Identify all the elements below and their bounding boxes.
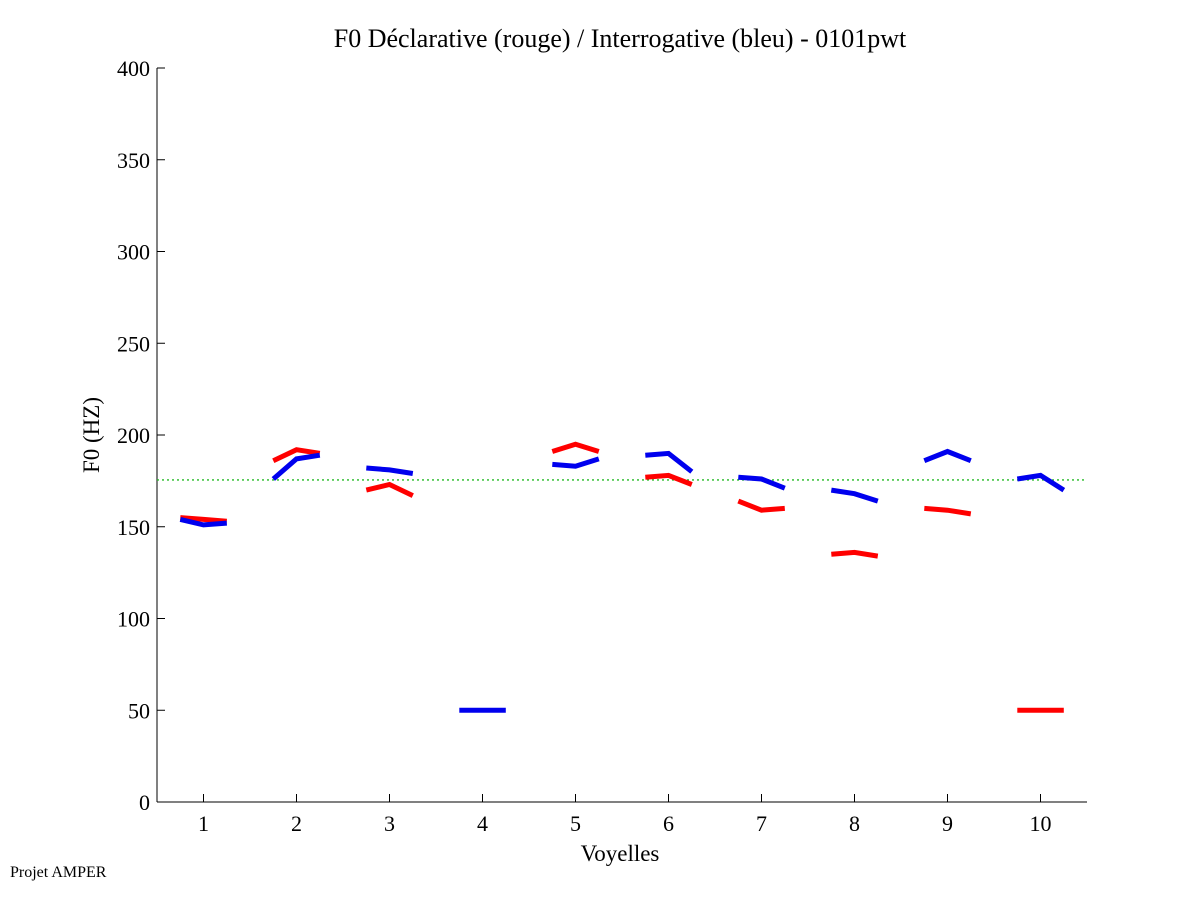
x-tick-label: 9 xyxy=(942,811,953,836)
declarative-contour-vowel-7 xyxy=(737,498,785,513)
declarative-contour-vowel-1 xyxy=(180,515,227,524)
series-layer xyxy=(179,441,1066,713)
interrogative-contour-vowel-5 xyxy=(552,456,600,469)
interrogative-contour-vowel-8 xyxy=(830,487,879,504)
y-tick-label: 250 xyxy=(117,331,150,356)
declarative-contour-vowel-2 xyxy=(272,447,321,463)
y-tick-label: 200 xyxy=(117,423,150,448)
interrogative-contour-vowel-2 xyxy=(271,452,321,481)
interrogative-contour-vowel-3 xyxy=(366,465,414,476)
chart-title: F0 Déclarative (rouge) / Interrogative (… xyxy=(334,24,907,53)
ticks-layer: 0 50 100 150 200 250 300 350 400 1 2 3 4 5 6 7 8 9 10 xyxy=(117,56,1052,836)
x-tick-label: 5 xyxy=(570,811,581,836)
x-tick-label: 10 xyxy=(1030,811,1052,836)
y-axis-label: F0 (HZ) xyxy=(79,397,104,473)
y-tick-label: 300 xyxy=(117,240,150,265)
y-tick-label: 0 xyxy=(139,790,150,815)
interrogative-contour-vowel-6 xyxy=(645,450,694,474)
declarative-contour-vowel-6 xyxy=(645,472,693,487)
y-tick-label: 50 xyxy=(128,698,150,723)
y-tick-label: 150 xyxy=(117,515,150,540)
interrogative-contour-vowel-9 xyxy=(923,448,972,464)
footer-credit: Projet AMPER xyxy=(10,864,107,881)
interrogative-contour-vowel-1 xyxy=(179,516,227,528)
declarative-contour-vowel-9 xyxy=(924,505,972,517)
series-declarative xyxy=(180,441,1064,713)
y-tick-label: 350 xyxy=(117,148,150,173)
declarative-contour-vowel-3 xyxy=(365,481,414,498)
declarative-contour-vowel-5 xyxy=(551,441,600,454)
y-tick-label: 400 xyxy=(117,56,150,81)
y-tick-label: 100 xyxy=(117,607,150,632)
interrogative-contour-vowel-7 xyxy=(738,474,786,491)
x-tick-label: 7 xyxy=(756,811,767,836)
declarative-contour-vowel-8 xyxy=(831,549,879,559)
x-tick-label: 6 xyxy=(663,811,674,836)
series-interrogative xyxy=(179,448,1066,713)
x-tick-label: 1 xyxy=(198,811,209,836)
interrogative-contour-vowel-10 xyxy=(1016,472,1066,493)
x-tick-label: 4 xyxy=(477,811,488,836)
x-tick-label: 2 xyxy=(291,811,302,836)
x-tick-label: 3 xyxy=(384,811,395,836)
x-tick-label: 8 xyxy=(849,811,860,836)
x-axis-label: Voyelles xyxy=(581,841,660,866)
